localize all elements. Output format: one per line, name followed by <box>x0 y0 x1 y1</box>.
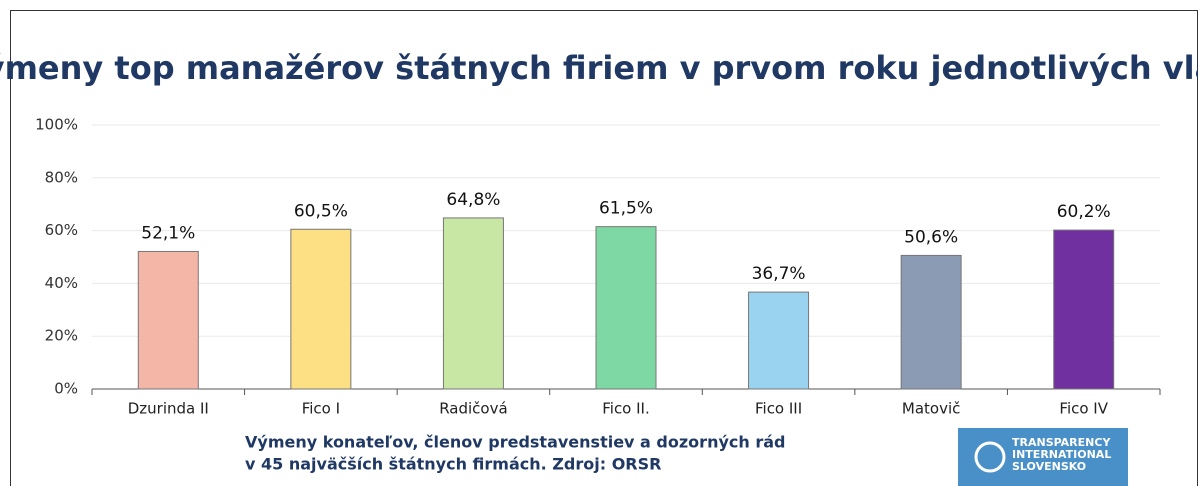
value-label: 60,5% <box>294 201 348 221</box>
logo-text: INTERNATIONAL <box>1012 448 1111 461</box>
y-tick-label: 60% <box>45 221 78 239</box>
bar <box>137 250 199 390</box>
bar <box>900 254 962 390</box>
x-tick-label: Fico IV <box>1059 400 1108 418</box>
x-tick-label: Matovič <box>902 400 960 418</box>
bar <box>290 228 352 390</box>
value-label: 61,5% <box>599 199 653 219</box>
y-tick-label: 80% <box>45 168 78 186</box>
value-label: 50,6% <box>904 227 958 247</box>
x-tick-label: Fico I <box>302 400 340 418</box>
x-tick-label: Fico III <box>755 400 802 418</box>
bar <box>748 291 810 390</box>
x-tick-label: Fico II. <box>602 400 650 418</box>
bar <box>1053 229 1115 390</box>
x-tick-label: Radičová <box>439 400 507 418</box>
bar <box>442 217 504 390</box>
chart-title: Výmeny top manažérov štátnych firiem v p… <box>0 49 1198 87</box>
logo-box <box>958 428 1128 486</box>
note: Výmeny konateľov, členov predstavenstiev… <box>245 433 785 452</box>
x-tick-label: Dzurinda II <box>128 400 209 418</box>
y-tick-label: 100% <box>35 116 78 134</box>
y-tick-label: 0% <box>54 380 78 398</box>
value-label: 36,7% <box>752 264 806 284</box>
logo-text: TRANSPARENCY <box>1012 436 1111 449</box>
value-label: 64,8% <box>446 190 500 210</box>
value-label: 60,2% <box>1057 202 1111 222</box>
logo-icon <box>974 441 1006 473</box>
y-tick-label: 20% <box>45 327 78 345</box>
y-tick-label: 40% <box>45 274 78 292</box>
bar <box>595 226 657 390</box>
value-label: 52,1% <box>141 223 195 243</box>
logo-text: SLOVENSKO <box>1012 460 1086 473</box>
note: v 45 najväčších štátnych firmách. Zdroj:… <box>245 455 661 474</box>
